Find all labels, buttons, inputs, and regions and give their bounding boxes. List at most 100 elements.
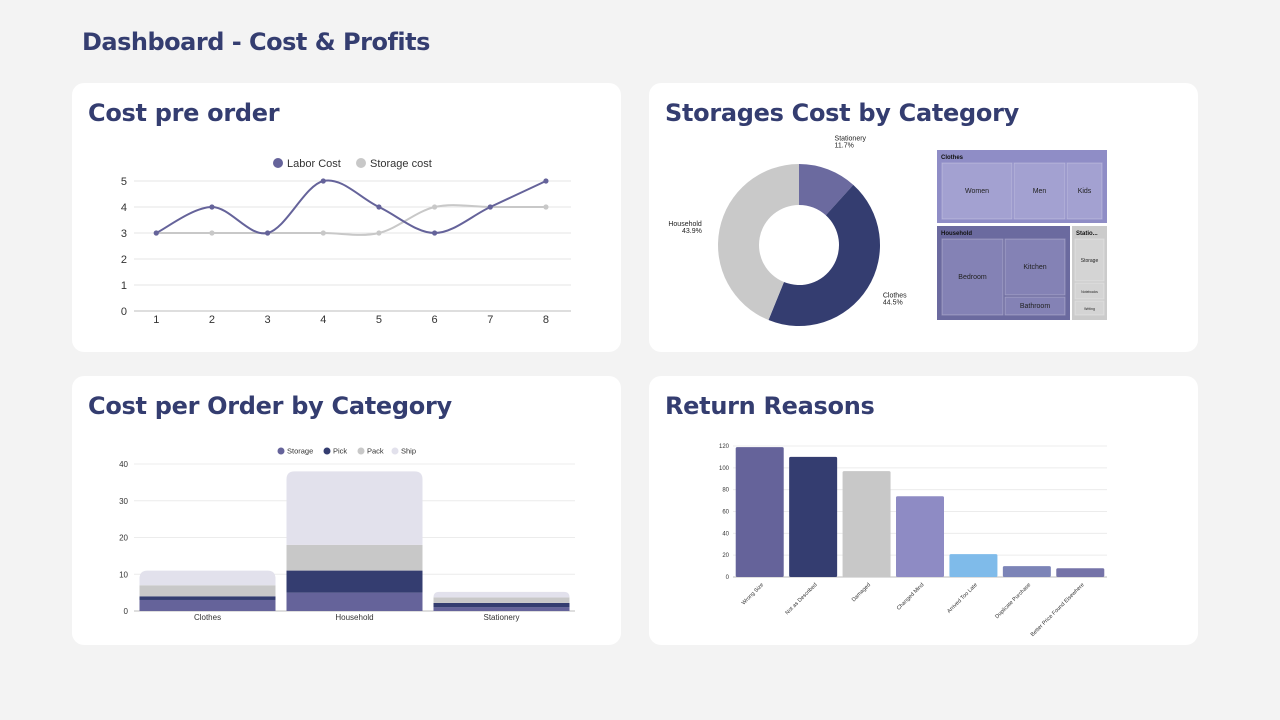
treemap-tile-storage [1074, 238, 1105, 282]
data-point-storage-cost [209, 230, 215, 236]
cost-by-category-title: Cost per Order by Category [88, 392, 452, 420]
bar-duplicate-purchase [1002, 566, 1051, 577]
x-tick-label: 8 [543, 314, 549, 326]
treemap-tile-label: Storage [1081, 258, 1099, 264]
donut-slice-stationery [799, 164, 854, 216]
treemap-tile-label: Bedroom [958, 274, 987, 281]
slice-label: Clothes [883, 293, 907, 300]
y-tick-label: 0 [121, 306, 127, 318]
bar-segment-storage [433, 607, 570, 611]
x-tick-label: Stationery [483, 613, 519, 622]
data-point-labor-cost [543, 178, 549, 184]
treemap-tile-kitchen [1004, 238, 1066, 296]
slice-percent: 11.7% [835, 143, 854, 150]
y-tick-label: 0 [726, 575, 730, 581]
data-point-storage-cost [320, 230, 326, 236]
y-tick-label: 20 [722, 553, 729, 559]
bar-segment-pick [139, 596, 276, 600]
y-tick-label: 0 [124, 607, 129, 616]
x-tick-label: Wrong Size [741, 582, 765, 606]
legend-marker [323, 447, 331, 455]
x-tick-label: 4 [320, 314, 326, 326]
y-tick-label: 80 [722, 488, 729, 494]
bar-segment-storage [286, 592, 423, 611]
legend-marker [356, 158, 366, 168]
x-tick-label: 7 [487, 314, 493, 326]
x-tick-label: Not as Described [784, 582, 818, 616]
data-point-labor-cost [209, 204, 215, 210]
treemap-tile-bathroom [1004, 296, 1066, 316]
cost-per-order-title: Cost pre order [88, 99, 280, 127]
x-tick-label: Changed Mind [896, 582, 926, 612]
treemap-group-label: Statio... [1076, 231, 1098, 237]
page-title: Dashboard - Cost & Profits [82, 28, 430, 56]
x-tick-label: 5 [376, 314, 382, 326]
y-tick-label: 5 [121, 176, 127, 188]
x-tick-label: Household [335, 613, 373, 622]
legend-label: Labor Cost [287, 158, 341, 170]
series-line-labor-cost [155, 179, 547, 235]
cost-by-category-card: Cost per Order by Category 0 10 20 30 40 Clot… [72, 376, 621, 645]
data-point-labor-cost [320, 178, 326, 184]
y-tick-label: 1 [121, 280, 127, 292]
treemap-tile-label: Bathroom [1020, 303, 1051, 310]
bar-segment-pick [286, 570, 423, 593]
x-tick-label: 6 [432, 314, 438, 326]
treemap-tile-label: Writing [1084, 307, 1095, 311]
data-point-labor-cost [432, 230, 438, 236]
y-tick-label: 2 [121, 254, 127, 266]
slice-label: Household [668, 221, 702, 228]
data-point-labor-cost [376, 204, 382, 210]
bar-damaged [842, 471, 891, 577]
bar-segment-ship [286, 471, 423, 545]
y-tick-label: 120 [719, 444, 730, 450]
bar-wrong-size [735, 447, 784, 577]
bar-not-as-described [789, 456, 838, 577]
return-reasons-card: Return Reasons 0 20 40 60 80 100 120 Wrong Size… [649, 376, 1198, 645]
treemap-tile-notebooks [1074, 282, 1105, 300]
data-point-storage-cost [543, 204, 549, 210]
data-point-labor-cost [487, 204, 493, 210]
donut-chart: Stationery11.7%Clothes44.5%Household43.9… [668, 136, 1107, 326]
x-tick-label: 3 [265, 314, 271, 326]
storage-cost-card: Storages Cost by Category Stationery 11.7… [649, 83, 1198, 352]
legend-label: Pack [367, 447, 384, 456]
bar-segment-pack [433, 597, 570, 603]
treemap-tile-label: Kitchen [1023, 264, 1046, 271]
x-tick-label: 2 [209, 314, 215, 326]
donut-slice-clothes [768, 184, 880, 326]
legend-marker [391, 447, 399, 455]
slice-percent: 43.9% [682, 228, 702, 235]
y-tick-label: 40 [119, 460, 128, 469]
legend-label: Storage cost [370, 158, 432, 170]
line-chart: 0 1 2 3 4 5 1 2 3 4 5 6 7 8 Labor Cost Storage cost [121, 158, 571, 326]
treemap-tile-label: Men [1033, 188, 1047, 195]
treemap-tile-label: Notebooks [1081, 290, 1098, 294]
x-tick-label: Duplicate Purchase [994, 582, 1032, 620]
bar-segment-storage [139, 599, 276, 611]
bar-arrived-too-late [949, 554, 998, 577]
treemap-tile-bedroom [941, 238, 1004, 316]
y-tick-label: 4 [121, 202, 127, 214]
bar-segment-ship [433, 591, 570, 598]
return-reasons-bar-chart: 0 20 40 60 80 100 120 Wrong Size Not as Describe… [719, 444, 1107, 638]
y-tick-label: 100 [719, 466, 730, 472]
stacked-bar-chart: 0 10 20 30 40 Clothes Household Stationery Stora… [119, 447, 575, 622]
data-point-labor-cost [265, 230, 271, 236]
y-tick-label: 3 [121, 228, 127, 240]
slice-label: Stationery [835, 136, 867, 143]
data-point-storage-cost [432, 204, 438, 210]
cost-per-order-card: Cost pre order 0 1 2 3 4 5 1 2 3 4 5 6 7 8 Labor Cost S… [72, 83, 621, 352]
treemap-group-label: Clothes [941, 155, 964, 161]
treemap-tile-label: Kids [1078, 188, 1092, 195]
donut-slice-household [718, 164, 799, 321]
return-reasons-title: Return Reasons [665, 392, 875, 420]
bar-segment-pack [286, 544, 423, 571]
legend-label: Pick [333, 447, 347, 456]
legend-label: Storage [287, 447, 313, 456]
bar-better-price-found-elsewhere [1056, 568, 1105, 577]
y-tick-label: 10 [119, 570, 128, 579]
x-tick-label: Arrived Too Late [946, 582, 978, 614]
treemap-group-label: Household [941, 231, 972, 237]
bar-segment-pick [433, 602, 570, 608]
